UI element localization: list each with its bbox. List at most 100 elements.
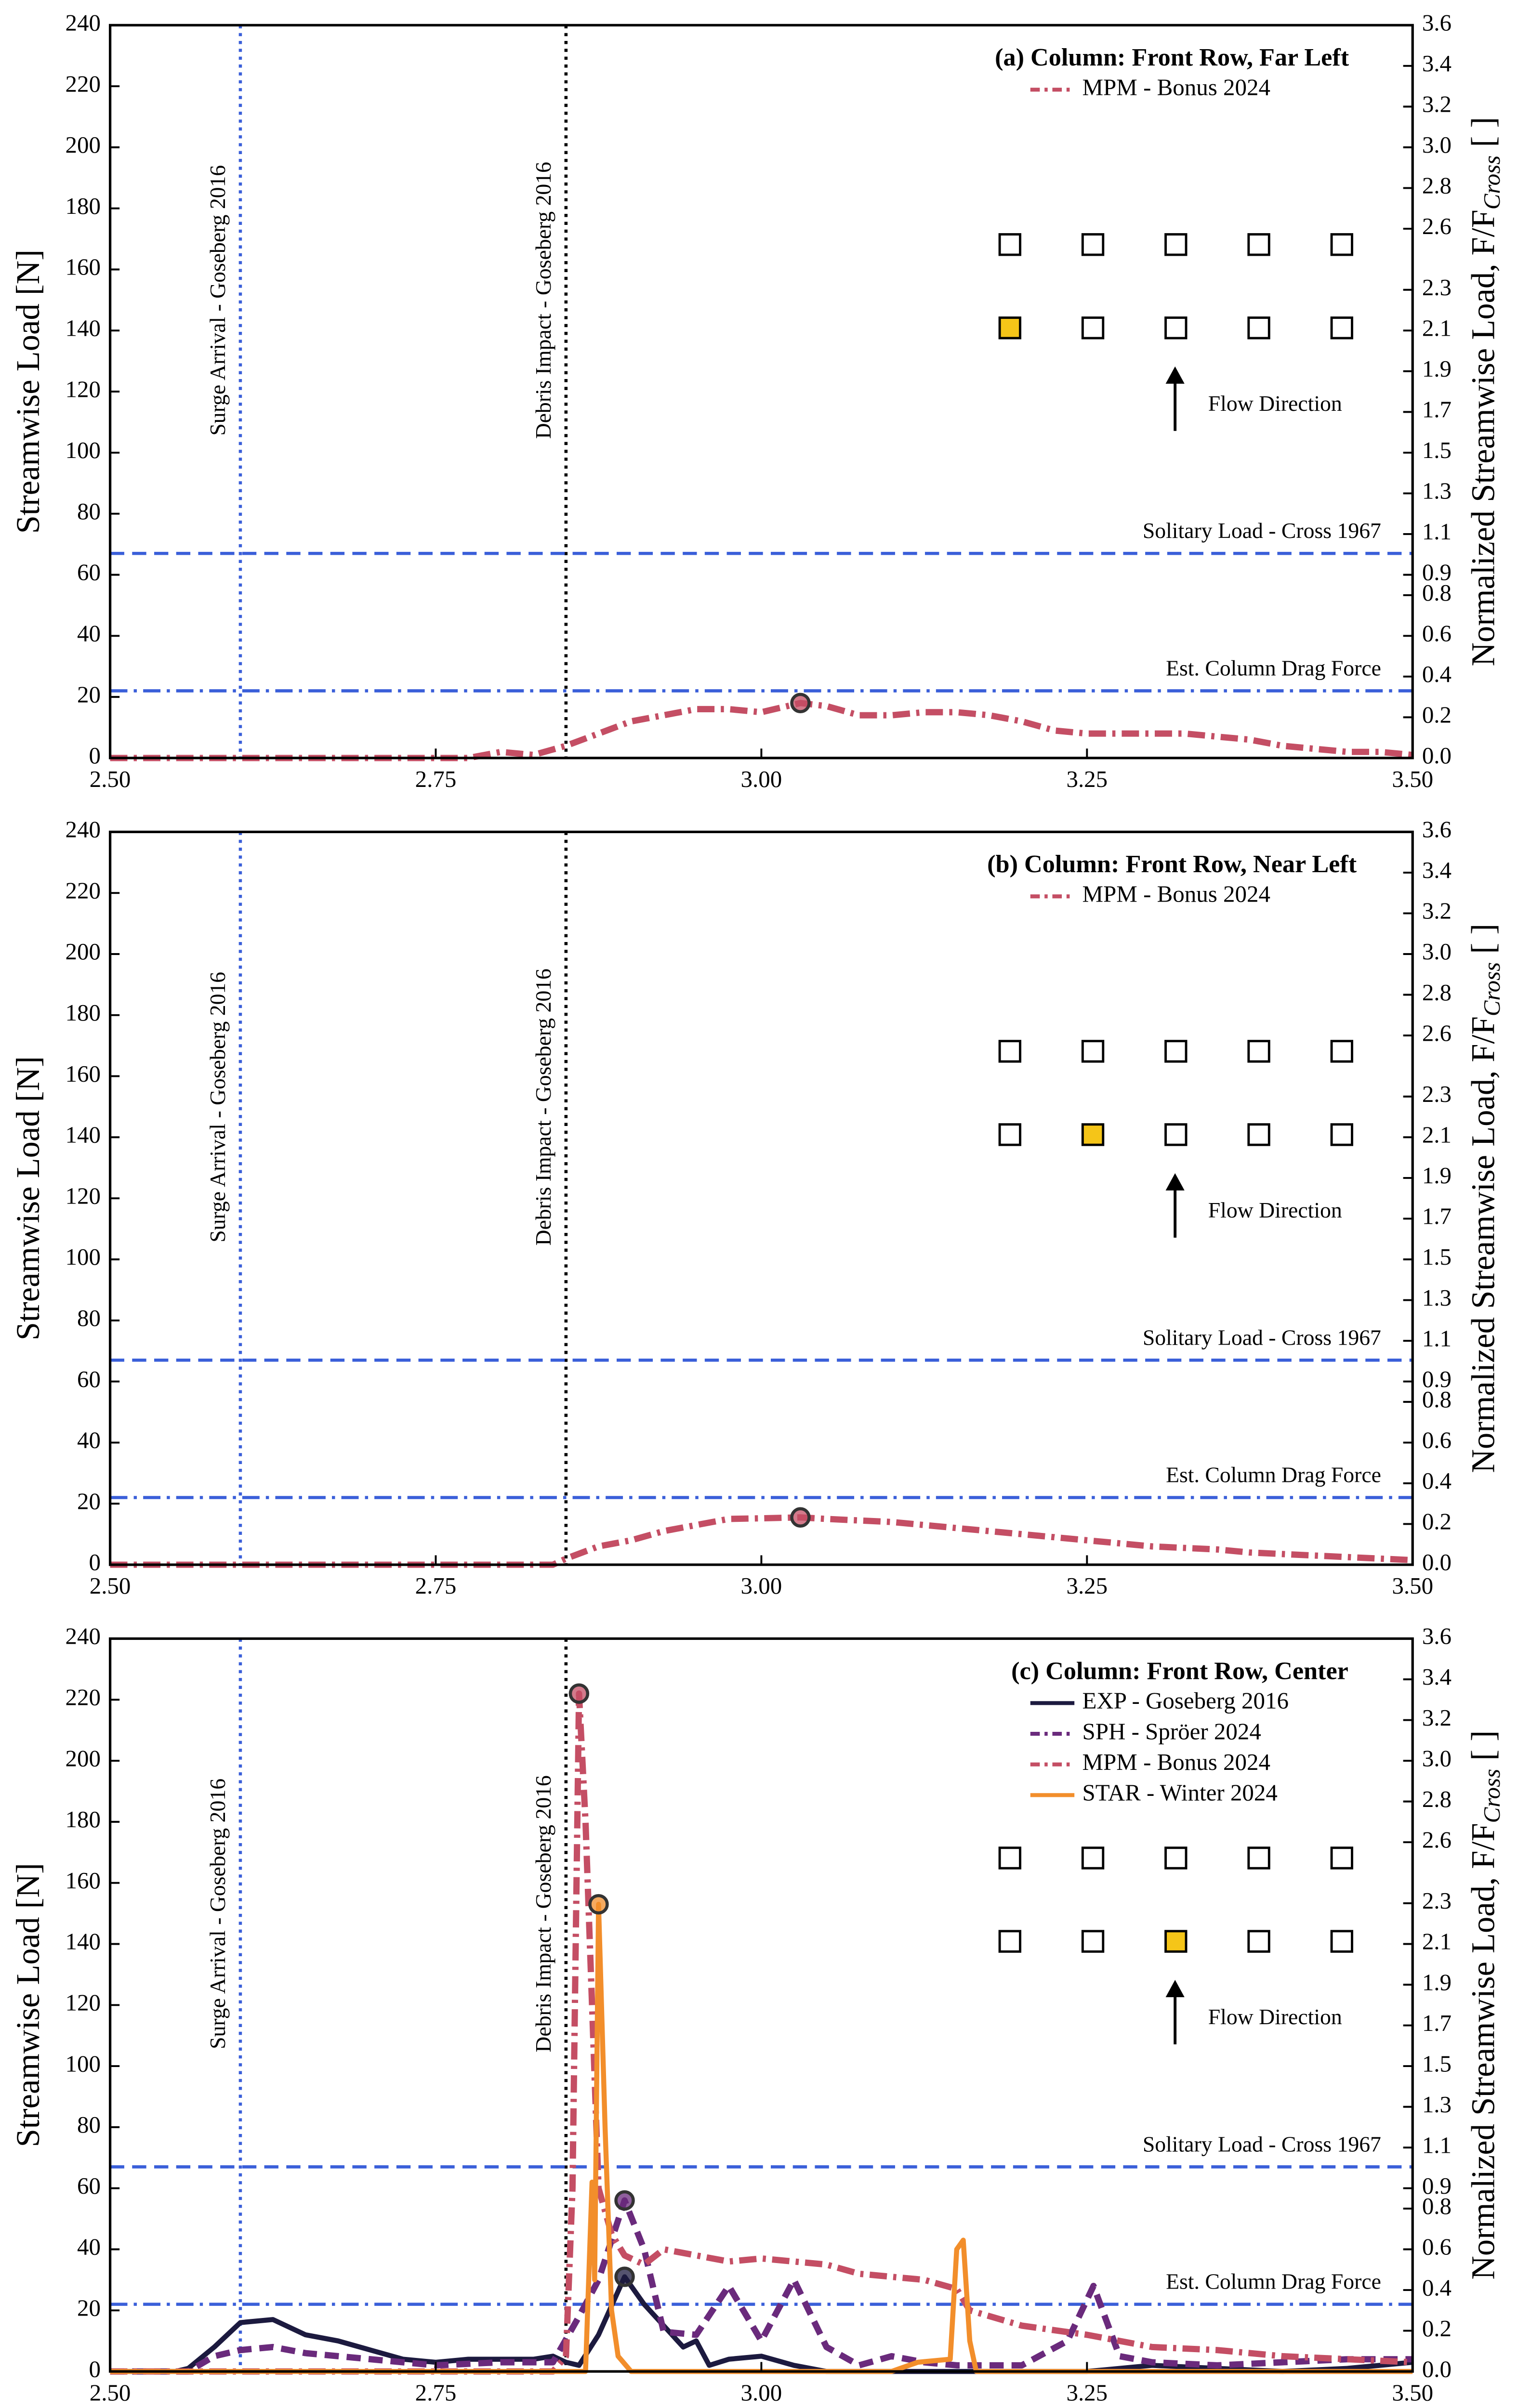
y-tick-label: 160 <box>66 1867 101 1894</box>
y-tick-label: 0 <box>89 742 100 769</box>
column-square <box>1330 233 1353 256</box>
y-tick-label: 80 <box>77 2111 101 2138</box>
y2-tick-label: 1.1 <box>1422 518 1452 545</box>
column-square <box>1164 1040 1188 1063</box>
panel-title: (c) Column: Front Row, Center <box>1011 1657 1348 1685</box>
y2-axis-label: Normalized Streamwise Load, F/FCross [ ] <box>1465 924 1505 1473</box>
y2-tick-label: 0.4 <box>1422 661 1452 687</box>
y-tick-label: 220 <box>66 877 101 903</box>
y2-tick-label: 3.0 <box>1422 131 1452 158</box>
reference-label: Debris Impact - Goseberg 2016 <box>531 162 555 439</box>
y-tick-label: 120 <box>66 1989 101 2016</box>
y2-tick-label: 0.2 <box>1422 2315 1452 2342</box>
column-square <box>1247 1123 1270 1146</box>
y2-tick-label: 3.4 <box>1422 857 1452 883</box>
y2-tick-label: 1.7 <box>1422 2010 1452 2036</box>
legend-label: STAR - Winter 2024 <box>1082 1780 1278 1806</box>
y2-tick-label: 3.2 <box>1422 1704 1452 1731</box>
x-tick-label: 3.50 <box>1392 2379 1433 2406</box>
y2-tick-label: 1.5 <box>1422 1243 1452 1270</box>
y2-tick-label: 3.0 <box>1422 1745 1452 1771</box>
reference-label: Surge Arrival - Goseberg 2016 <box>205 1779 230 2049</box>
y2-tick-label: 1.7 <box>1422 396 1452 423</box>
y2-tick-label: 1.9 <box>1422 1162 1452 1189</box>
legend-label: MPM - Bonus 2024 <box>1082 1749 1270 1775</box>
y2-tick-label: 0.9 <box>1422 1366 1452 1392</box>
y2-tick-label: 1.3 <box>1422 478 1452 504</box>
panel-title: (b) Column: Front Row, Near Left <box>987 850 1357 878</box>
y2-tick-label: 0.6 <box>1422 2234 1452 2260</box>
y2-tick-label: 2.8 <box>1422 1786 1452 1812</box>
y2-label-sub: Cross <box>1478 962 1505 1017</box>
y-tick-label: 40 <box>77 1427 101 1453</box>
legend-label: EXP - Goseberg 2016 <box>1082 1688 1289 1714</box>
column-square <box>1247 1846 1270 1870</box>
x-tick-label: 2.50 <box>90 1572 131 1599</box>
y2-label-main: Normalized Streamwise Load, F/F <box>1465 1016 1501 1473</box>
series-line <box>110 700 1413 761</box>
y2-tick-label: 1.9 <box>1422 355 1452 382</box>
column-square <box>1081 1040 1105 1063</box>
y2-label-sub: Cross <box>1478 1769 1505 1823</box>
y2-tick-label: 1.5 <box>1422 2050 1452 2077</box>
y2-tick-label: 2.8 <box>1422 172 1452 199</box>
y-tick-label: 180 <box>66 193 101 219</box>
y2-tick-label: 3.6 <box>1422 816 1452 843</box>
legend-label: MPM - Bonus 2024 <box>1082 880 1270 907</box>
y-tick-label: 100 <box>66 2050 101 2077</box>
peak-marker <box>790 693 811 714</box>
column-square <box>1330 1040 1353 1063</box>
reference-label: Debris Impact - Goseberg 2016 <box>531 1775 555 2052</box>
y2-tick-label: 0.0 <box>1422 742 1452 769</box>
y-tick-label: 140 <box>66 1122 101 1148</box>
y2-label-end: [ ] <box>1465 117 1501 156</box>
y2-tick-label: 2.6 <box>1422 1020 1452 1046</box>
y-tick-label: 60 <box>77 559 101 586</box>
series-line <box>110 1514 1413 1568</box>
y-tick-label: 100 <box>66 1243 101 1270</box>
x-tick-label: 2.50 <box>90 766 131 792</box>
y2-tick-label: 3.4 <box>1422 50 1452 77</box>
y2-tick-label: 0.4 <box>1422 1467 1452 1494</box>
y2-tick-label: 2.1 <box>1422 1928 1452 1955</box>
y2-axis-label: Normalized Streamwise Load, F/FCross [ ] <box>1465 1730 1505 2280</box>
y-tick-label: 80 <box>77 1305 101 1331</box>
peak-marker <box>588 1894 609 1915</box>
y2-label-main: Normalized Streamwise Load, F/F <box>1465 1823 1501 2279</box>
y2-tick-label: 0.8 <box>1422 2193 1452 2219</box>
column-square <box>1330 1123 1353 1146</box>
x-tick-label: 3.00 <box>741 2379 782 2406</box>
y2-tick-label: 0.9 <box>1422 559 1452 586</box>
flow-arrow-head <box>1165 366 1185 384</box>
reference-label: Solitary Load - Cross 1967 <box>1143 518 1381 543</box>
x-tick-label: 3.25 <box>1066 766 1108 792</box>
column-square <box>998 1040 1021 1063</box>
column-square <box>1164 1930 1188 1953</box>
y-tick-label: 160 <box>66 1060 101 1087</box>
y-tick-label: 240 <box>66 10 101 36</box>
column-square <box>1081 1930 1105 1953</box>
y-tick-label: 200 <box>66 131 101 158</box>
y-tick-label: 20 <box>77 2295 101 2321</box>
y2-tick-label: 1.5 <box>1422 437 1452 463</box>
y2-tick-label: 0.2 <box>1422 702 1452 728</box>
x-tick-label: 3.50 <box>1392 1572 1433 1599</box>
x-tick-label: 3.00 <box>741 766 782 792</box>
y2-tick-label: 2.3 <box>1422 1887 1452 1914</box>
series-line <box>110 1690 1413 2375</box>
x-tick-label: 3.00 <box>741 1572 782 1599</box>
legend-label: MPM - Bonus 2024 <box>1082 74 1270 100</box>
y-tick-label: 220 <box>66 1684 101 1711</box>
y-tick-label: 220 <box>66 70 101 97</box>
column-square <box>1247 233 1270 256</box>
flow-label: Flow Direction <box>1208 2004 1342 2029</box>
y-axis-label: Streamwise Load [N] <box>10 1056 46 1340</box>
y2-tick-label: 2.6 <box>1422 213 1452 239</box>
reference-label: Solitary Load - Cross 1967 <box>1143 2132 1381 2156</box>
y2-tick-label: 3.4 <box>1422 1663 1452 1690</box>
column-square <box>1247 1930 1270 1953</box>
column-square <box>1081 1846 1105 1870</box>
y2-label-sub: Cross <box>1478 156 1505 210</box>
y-tick-label: 100 <box>66 437 101 463</box>
